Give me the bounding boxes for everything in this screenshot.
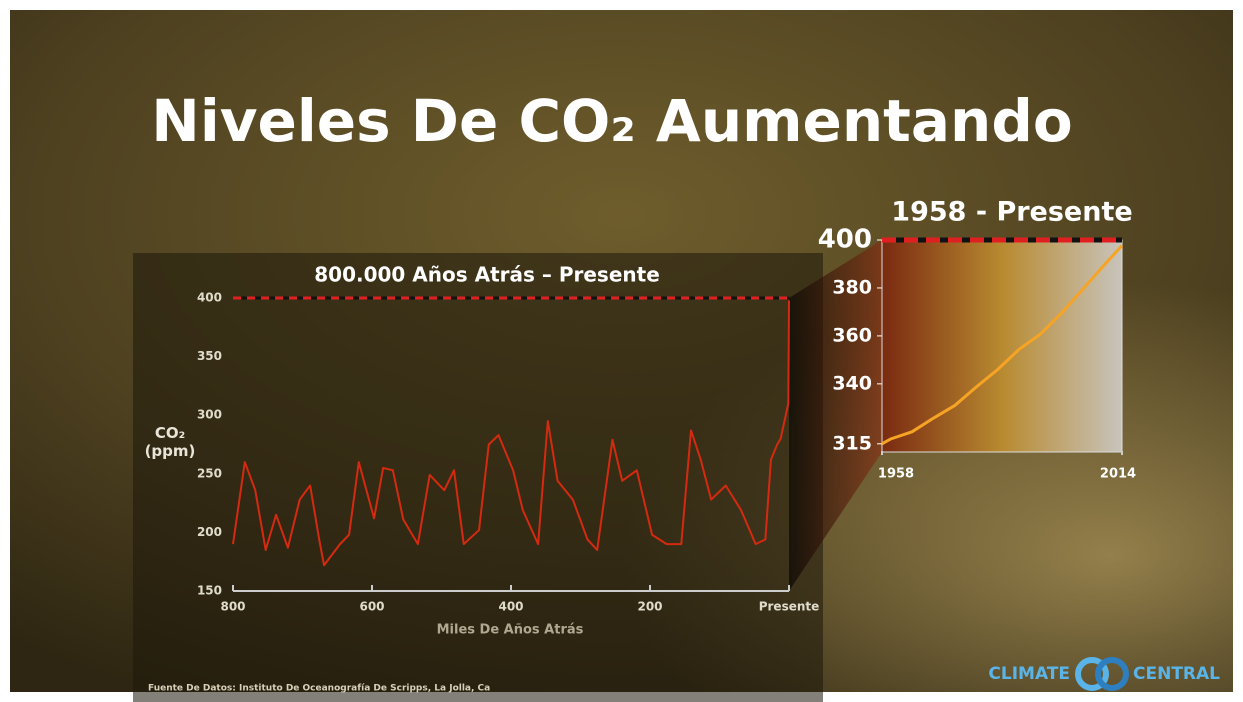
inset-title: 1958 - Presente [891, 197, 1132, 228]
logo-left: CLIMATE [988, 664, 1070, 684]
x-tick-label: 400 [498, 600, 523, 614]
y-tick-label: 400 [818, 225, 872, 255]
y-axis-label: CO₂ (ppm) [138, 424, 202, 460]
x-axis-label: Miles De Años Atrás [437, 623, 584, 638]
y-tick-label: 200 [197, 525, 222, 539]
x-tick-label: 800 [220, 600, 245, 614]
x-tick-label: Presente [759, 600, 820, 614]
source-note: Fuente De Datos: Instituto De Oceanograf… [148, 684, 490, 694]
y-tick-label: 150 [197, 584, 222, 598]
y-tick-label: 350 [197, 349, 222, 363]
y-tick-label: 300 [197, 408, 222, 422]
inset-panel [882, 240, 1122, 452]
page: Niveles De CO₂ Aumentando 800.000 Años A… [0, 0, 1243, 702]
y-tick-label: 340 [832, 372, 872, 394]
chart-title: 800.000 Años Atrás – Presente [314, 263, 660, 287]
y-tick-label: 360 [832, 324, 872, 346]
x-tick-label: 200 [637, 600, 662, 614]
logo-right: CENTRAL [1133, 664, 1220, 684]
y-tick-label: 400 [197, 291, 222, 305]
y-tick-label: 315 [832, 432, 872, 454]
x-tick-label: 600 [359, 600, 384, 614]
x-tick-label: 2014 [1100, 467, 1136, 482]
y-tick-label: 380 [832, 276, 872, 298]
x-tick-label: 1958 [878, 467, 914, 482]
chart: Niveles De CO₂ Aumentando 800.000 Años A… [0, 0, 1243, 702]
y-tick-label: 250 [197, 466, 222, 480]
page-title: Niveles De CO₂ Aumentando [151, 87, 1072, 155]
